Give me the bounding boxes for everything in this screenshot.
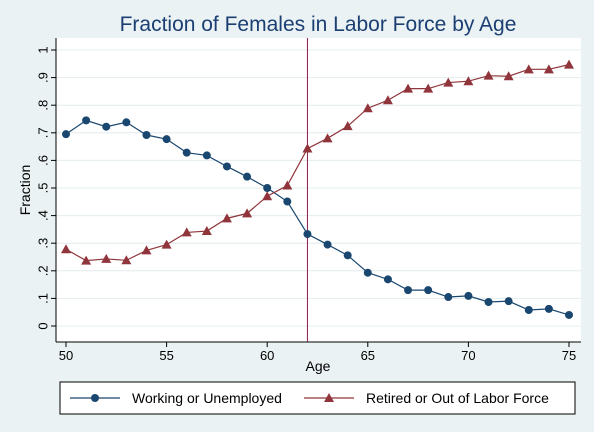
y-tick-label: .2	[36, 265, 51, 276]
y-tick-label: .8	[36, 100, 51, 111]
x-tick-label: 65	[361, 348, 375, 363]
data-point	[484, 297, 493, 306]
x-ticks: 50 55 60 65 70 75	[59, 342, 576, 363]
data-point	[222, 162, 231, 171]
x-tick-label: 60	[260, 348, 274, 363]
data-point	[483, 70, 494, 80]
data-point	[283, 197, 292, 206]
series-2	[61, 59, 574, 265]
data-point	[424, 286, 433, 295]
data-point	[423, 83, 434, 93]
data-point	[282, 180, 293, 190]
y-tick-label: 0	[36, 322, 51, 329]
y-tick-label: .5	[36, 183, 51, 194]
y-axis-title: Fraction	[17, 165, 33, 216]
y-tick-label: .6	[36, 155, 51, 166]
x-tick-label: 55	[159, 348, 173, 363]
data-point	[444, 293, 453, 302]
y-tick-label: .1	[36, 293, 51, 304]
data-point	[323, 240, 332, 249]
legend-label: Retired or Out of Labor Force	[366, 390, 549, 406]
y-tick-label: .7	[36, 127, 51, 138]
legend-marker	[324, 393, 334, 402]
x-axis-title: Age	[306, 358, 331, 374]
data-point	[141, 245, 152, 255]
x-tick-label: 70	[461, 348, 475, 363]
data-point	[162, 135, 171, 144]
data-point	[322, 133, 333, 143]
series-1	[62, 116, 573, 319]
data-point	[62, 130, 70, 139]
data-point	[201, 226, 212, 236]
data-point	[383, 275, 392, 284]
data-point	[81, 255, 92, 265]
data-point	[221, 213, 232, 223]
data-point	[242, 208, 253, 218]
data-point	[463, 76, 474, 86]
data-point	[523, 64, 534, 74]
data-point	[182, 148, 191, 157]
data-point	[102, 122, 111, 131]
legend-label: Working or Unemployed	[132, 390, 282, 406]
data-point	[363, 268, 372, 277]
data-point	[404, 286, 413, 295]
data-point	[504, 297, 513, 306]
y-tick-label: .3	[36, 238, 51, 249]
plot-area	[56, 38, 581, 342]
data-point	[564, 59, 574, 69]
data-point	[161, 239, 172, 249]
data-point	[181, 227, 192, 237]
y-tick-label: .4	[36, 210, 51, 221]
data-point	[382, 95, 393, 105]
data-point	[243, 172, 252, 181]
gridlines	[56, 49, 581, 327]
legend-marker	[91, 394, 99, 402]
series-line	[65, 64, 570, 262]
data-point	[524, 305, 533, 314]
y-tick-label: 1	[36, 46, 51, 53]
data-point	[61, 244, 71, 254]
data-point	[544, 304, 553, 313]
chart-title: Fraction of Females in Labor Force by Ag…	[120, 13, 517, 36]
data-point	[263, 184, 272, 192]
data-point	[403, 83, 414, 93]
data-point	[565, 310, 573, 319]
data-point	[302, 143, 313, 153]
y-ticks: 0 .1 .2 .3 .4 .5 .6 .7 .8 .9 1	[36, 46, 56, 330]
data-point	[464, 291, 473, 300]
x-tick-label: 75	[562, 348, 576, 363]
data-point	[101, 253, 112, 263]
legend-item-2: Retired or Out of Labor Force	[304, 390, 549, 406]
data-point	[343, 251, 352, 260]
data-point	[122, 118, 131, 127]
data-point	[362, 103, 373, 113]
x-tick-label: 50	[59, 348, 73, 363]
data-point	[121, 255, 132, 265]
data-point	[262, 191, 273, 201]
data-point	[342, 121, 353, 131]
series-group	[61, 59, 574, 319]
data-point	[142, 131, 151, 140]
y-tick-label: .9	[36, 72, 51, 83]
data-point	[202, 151, 211, 160]
data-point	[303, 230, 312, 239]
legend: Working or Unemployed Retired or Out of L…	[59, 381, 576, 415]
data-point	[503, 71, 514, 81]
legend-item-1: Working or Unemployed	[70, 390, 282, 406]
data-point	[543, 64, 554, 74]
axes	[55, 38, 581, 343]
data-point	[443, 77, 454, 87]
data-point	[82, 116, 91, 125]
